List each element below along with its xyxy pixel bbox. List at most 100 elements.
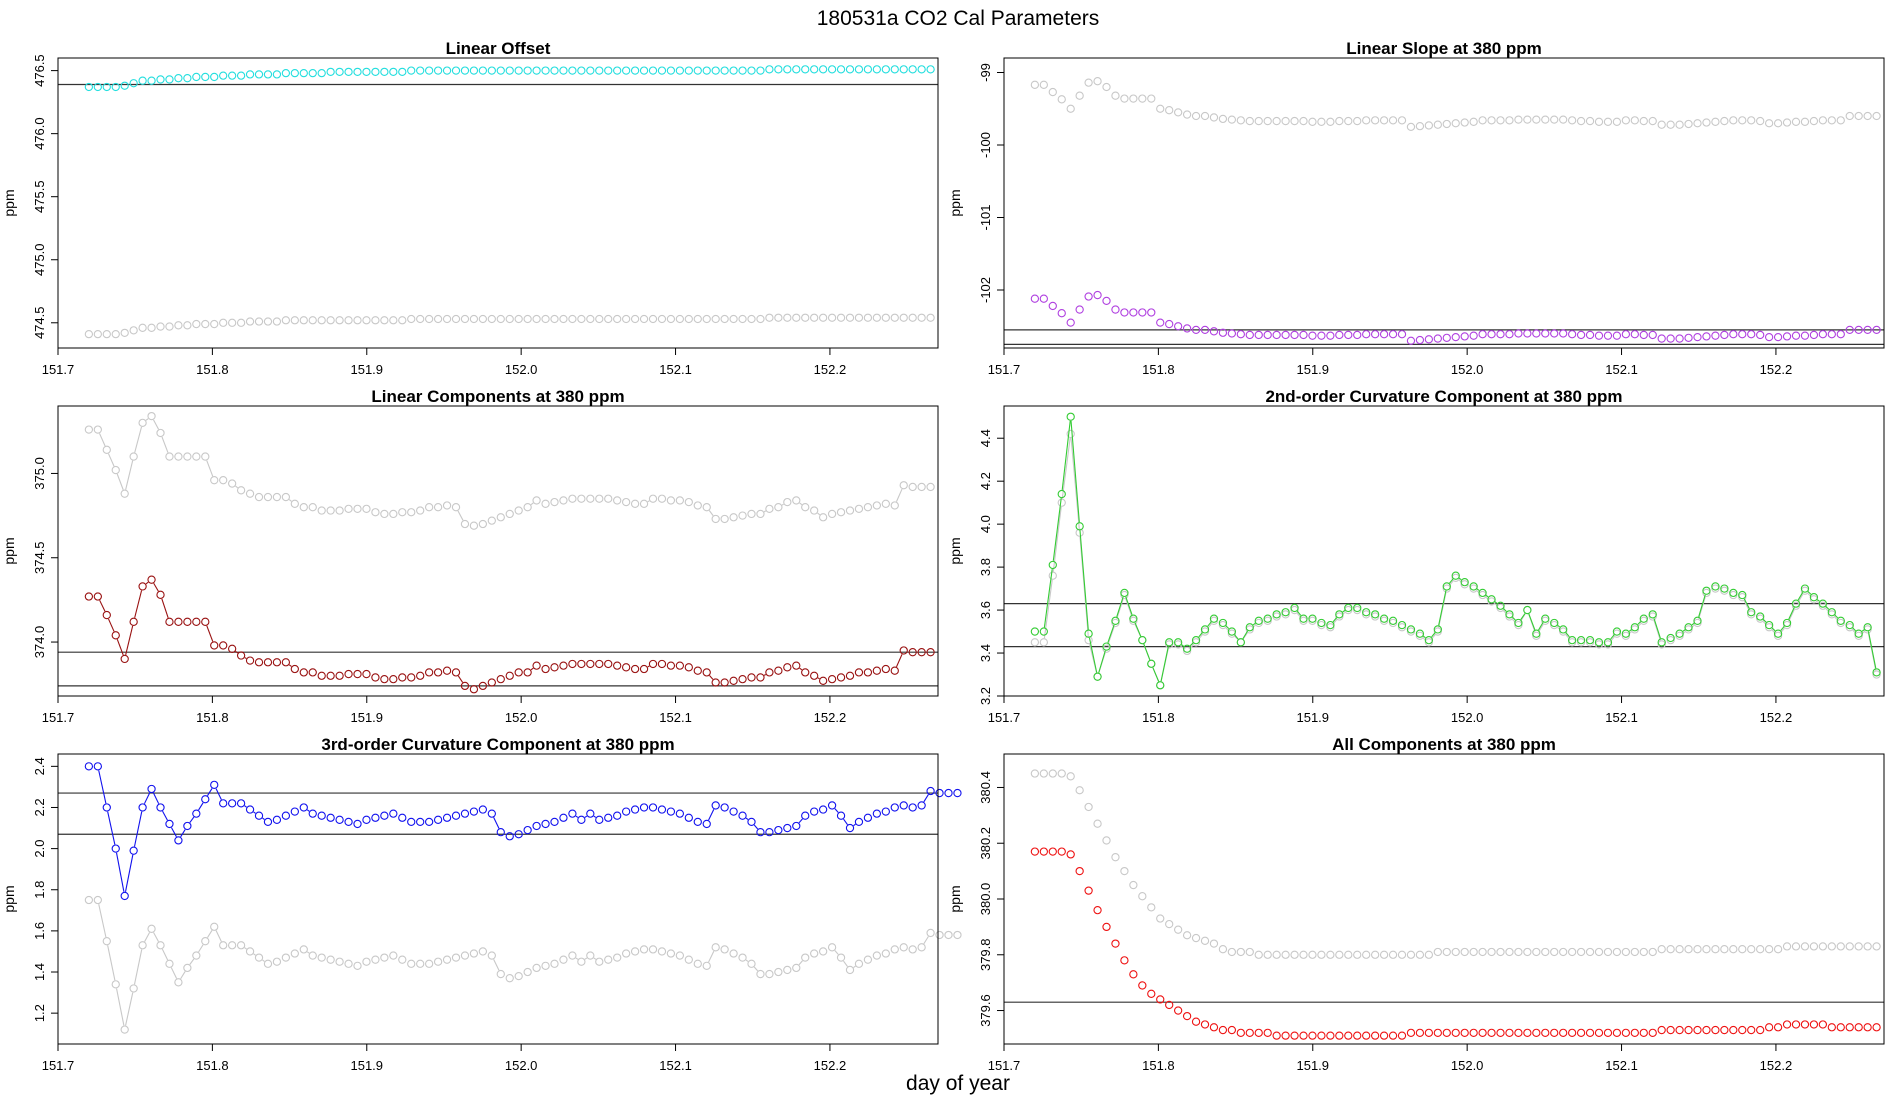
data-point — [93, 592, 102, 601]
y-tick-label: 476.5 — [32, 54, 47, 87]
panel-title: All Components at 380 ppm — [1332, 735, 1556, 754]
series-segment — [1852, 627, 1857, 632]
data-point — [1720, 586, 1729, 595]
series-segment — [1565, 632, 1570, 638]
data-point — [1406, 950, 1416, 959]
data-point — [926, 928, 935, 938]
data-point — [693, 66, 702, 75]
x-tick-label: 152.2 — [814, 710, 847, 725]
data-point — [926, 313, 935, 322]
data-point — [1156, 914, 1165, 923]
data-point — [505, 832, 514, 841]
data-point — [863, 313, 873, 322]
data-point — [1191, 111, 1201, 121]
data-point — [1711, 117, 1720, 126]
series-segment — [244, 657, 247, 660]
x-tick-label: 151.8 — [1142, 1058, 1175, 1073]
data-point — [1039, 294, 1048, 303]
data-point — [1666, 635, 1675, 645]
data-point — [263, 70, 273, 79]
data-point — [1541, 115, 1550, 124]
data-point — [1469, 117, 1478, 126]
plot-frame — [57, 405, 939, 697]
series-segment — [530, 502, 534, 506]
x-tick-label: 152.1 — [1605, 710, 1638, 725]
data-point — [523, 503, 532, 512]
data-point — [729, 513, 738, 522]
data-point — [1603, 638, 1613, 647]
data-point — [281, 658, 291, 667]
series-segment — [107, 453, 115, 467]
series-segment — [753, 966, 759, 972]
x-tick-label: 152.2 — [814, 362, 847, 377]
series-segment — [107, 618, 115, 632]
plot-frame — [1003, 405, 1885, 697]
data-point — [1764, 945, 1774, 954]
data-point — [1353, 950, 1362, 959]
series-segment — [1189, 642, 1194, 647]
data-point — [1720, 330, 1729, 340]
data-point — [845, 671, 855, 680]
data-point — [684, 314, 693, 324]
data-point — [299, 503, 308, 512]
data-point — [236, 651, 246, 660]
data-point — [1397, 116, 1407, 125]
series-segment — [1788, 607, 1795, 620]
data-point — [102, 937, 111, 946]
data-point — [684, 66, 693, 75]
data-point — [227, 71, 237, 80]
data-point — [1406, 122, 1416, 132]
data-point — [1621, 330, 1631, 339]
data-point — [1496, 947, 1505, 957]
data-point — [1281, 1031, 1290, 1040]
data-point — [836, 313, 846, 322]
data-point — [1585, 116, 1595, 126]
data-point — [1245, 623, 1254, 632]
x-axis-title: day of year — [906, 1072, 1010, 1095]
data-point — [1827, 330, 1836, 339]
series-segment — [1503, 608, 1507, 612]
data-point — [1353, 603, 1362, 613]
data-point — [595, 314, 604, 324]
data-point — [1567, 330, 1577, 339]
data-point — [1594, 331, 1604, 340]
data-point — [1335, 950, 1344, 959]
data-point — [1370, 612, 1380, 621]
data-point — [1129, 616, 1138, 625]
data-point — [192, 951, 201, 960]
data-point — [1030, 847, 1040, 856]
y-tick-label: 1.4 — [32, 963, 47, 981]
data-point — [192, 452, 201, 461]
data-point — [854, 668, 864, 677]
data-point — [1200, 625, 1210, 634]
y-tick-label: 3.6 — [978, 601, 993, 619]
data-point — [1111, 618, 1120, 628]
data-point — [1299, 116, 1308, 126]
data-point — [174, 836, 183, 845]
data-point — [424, 668, 434, 677]
series-segment — [1052, 498, 1062, 561]
data-point — [863, 65, 873, 74]
data-point — [84, 895, 94, 905]
data-point — [1138, 308, 1147, 317]
data-point — [604, 66, 613, 75]
data-point — [1245, 116, 1254, 126]
data-point — [1084, 886, 1093, 895]
data-point — [863, 813, 873, 822]
data-point — [1165, 1000, 1174, 1010]
data-point — [389, 316, 398, 325]
data-point — [1487, 116, 1496, 125]
x-tick-label: 152.0 — [1451, 362, 1484, 377]
data-point — [765, 65, 774, 74]
data-point — [702, 314, 711, 324]
data-point — [1379, 116, 1389, 125]
data-point — [810, 65, 819, 74]
data-point — [774, 666, 783, 675]
data-point — [1442, 333, 1451, 342]
series-segment — [1691, 622, 1695, 626]
data-point — [1791, 942, 1801, 951]
data-point — [1666, 120, 1675, 129]
data-point — [371, 813, 380, 822]
y-tick-label: 474.5 — [32, 307, 47, 340]
data-point — [1827, 608, 1836, 617]
